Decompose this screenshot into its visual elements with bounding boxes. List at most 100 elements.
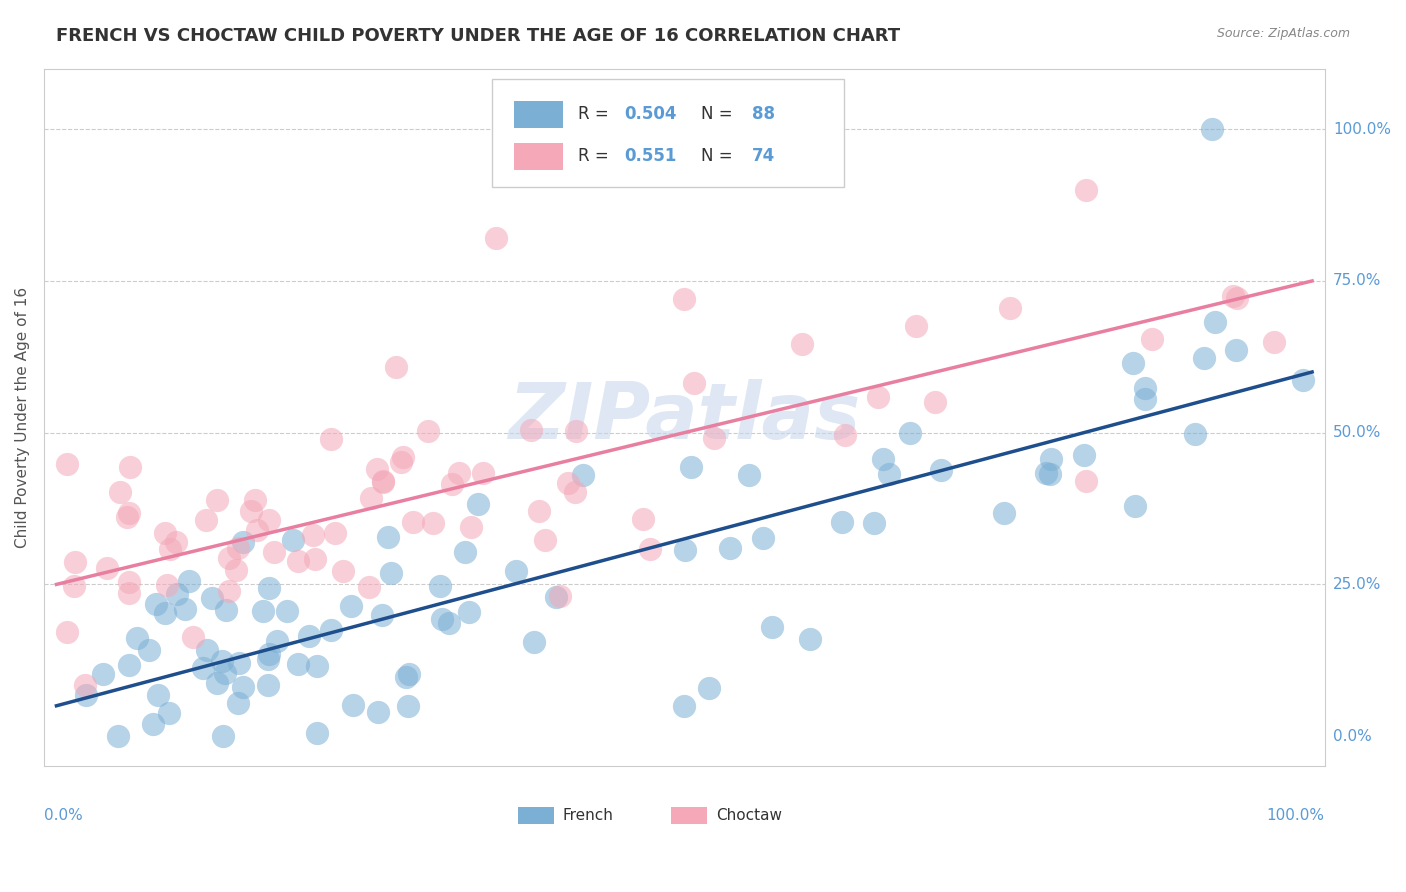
Point	[385, 360, 408, 375]
Point	[1135, 381, 1157, 395]
Point	[257, 648, 280, 662]
Point	[156, 578, 179, 592]
Point	[266, 634, 288, 648]
Point	[429, 579, 451, 593]
Point	[340, 599, 363, 613]
Point	[239, 504, 262, 518]
Text: 0.504: 0.504	[624, 105, 676, 123]
Point	[752, 531, 775, 545]
Point	[226, 541, 249, 555]
Point	[228, 657, 250, 671]
Point	[699, 681, 721, 695]
Point	[75, 688, 97, 702]
Point	[305, 726, 328, 740]
Point	[257, 652, 280, 666]
Text: 50.0%: 50.0%	[1333, 425, 1381, 440]
Point	[1133, 392, 1156, 406]
Text: 25.0%: 25.0%	[1333, 577, 1381, 592]
Point	[246, 524, 269, 538]
Point	[321, 433, 343, 447]
Text: 100.0%: 100.0%	[1267, 808, 1324, 823]
Point	[505, 564, 527, 578]
Point	[1194, 351, 1216, 365]
Point	[107, 729, 129, 743]
Point	[673, 543, 696, 558]
Point	[214, 603, 236, 617]
Point	[332, 564, 354, 578]
Point	[1140, 332, 1163, 346]
Point	[571, 467, 593, 482]
Point	[440, 477, 463, 491]
Point	[108, 485, 131, 500]
Point	[157, 706, 180, 721]
Point	[1039, 451, 1062, 466]
Point	[256, 678, 278, 692]
Point	[287, 657, 309, 672]
Bar	[515, 144, 562, 169]
Point	[252, 603, 274, 617]
Text: N =: N =	[702, 147, 733, 165]
Point	[460, 519, 482, 533]
Point	[55, 457, 77, 471]
Point	[173, 602, 195, 616]
Point	[831, 515, 853, 529]
Point	[197, 643, 219, 657]
Point	[472, 467, 495, 481]
Point	[194, 513, 217, 527]
Point	[432, 611, 454, 625]
Point	[863, 516, 886, 530]
Point	[1035, 466, 1057, 480]
Text: 74: 74	[752, 147, 776, 165]
Text: FRENCH VS CHOCTAW CHILD POVERTY UNDER THE AGE OF 16 CORRELATION CHART: FRENCH VS CHOCTAW CHILD POVERTY UNDER TH…	[56, 27, 900, 45]
Point	[557, 476, 579, 491]
Point	[523, 635, 546, 649]
Point	[761, 620, 783, 634]
Point	[377, 530, 399, 544]
Point	[673, 292, 696, 306]
Bar	[515, 102, 562, 128]
Point	[63, 556, 86, 570]
Text: Choctaw: Choctaw	[716, 808, 782, 822]
Point	[302, 528, 325, 542]
Point	[115, 510, 138, 524]
Point	[205, 493, 228, 508]
Point	[211, 729, 233, 743]
Point	[834, 427, 856, 442]
Point	[439, 615, 461, 630]
Point	[638, 542, 661, 557]
Point	[159, 541, 181, 556]
Point	[205, 676, 228, 690]
Point	[422, 516, 444, 530]
Point	[371, 608, 394, 623]
Point	[287, 554, 309, 568]
Point	[565, 424, 588, 438]
Point	[1123, 499, 1146, 513]
Point	[305, 659, 328, 673]
Point	[342, 698, 364, 712]
Point	[153, 525, 176, 540]
Point	[1074, 183, 1097, 197]
Point	[276, 604, 298, 618]
Point	[718, 541, 741, 555]
Point	[193, 661, 215, 675]
Point	[232, 535, 254, 549]
Point	[1204, 315, 1226, 329]
Point	[1263, 334, 1285, 349]
Point	[392, 450, 415, 465]
Point	[263, 544, 285, 558]
Bar	[517, 807, 554, 824]
Point	[96, 561, 118, 575]
Point	[371, 475, 394, 489]
FancyBboxPatch shape	[492, 79, 845, 187]
Point	[259, 513, 281, 527]
Point	[998, 301, 1021, 315]
Point	[1184, 426, 1206, 441]
Point	[181, 630, 204, 644]
Point	[214, 665, 236, 680]
Point	[366, 462, 388, 476]
Point	[389, 455, 412, 469]
Point	[868, 391, 890, 405]
Point	[877, 467, 900, 482]
Point	[1201, 122, 1223, 136]
Point	[454, 545, 477, 559]
